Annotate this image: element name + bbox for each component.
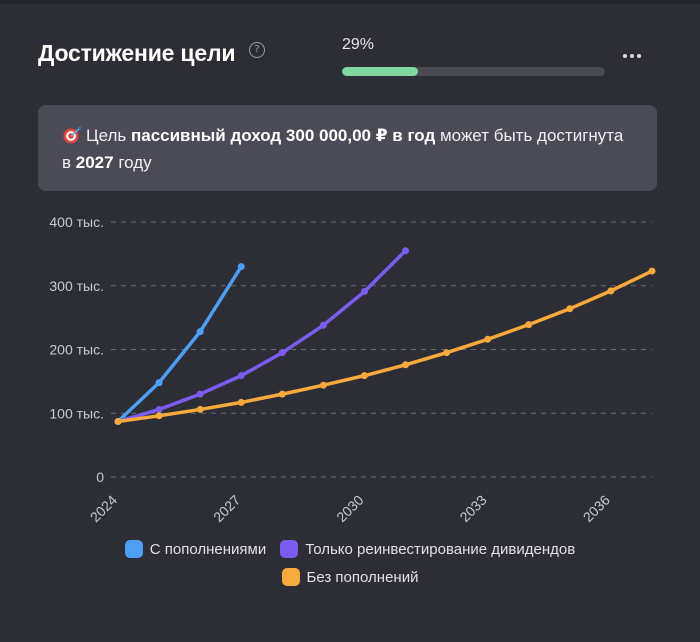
- y-tick-label: 100 тыс.: [49, 405, 104, 421]
- progress-bar-fill: [342, 67, 419, 76]
- x-tick-label: 2036: [580, 492, 613, 525]
- legend-swatch: [124, 540, 143, 558]
- series-point: [237, 372, 245, 380]
- y-tick-label: 300 тыс.: [49, 278, 104, 294]
- target-dart-icon: [62, 125, 82, 144]
- legend-label: С пополнениями: [149, 540, 267, 558]
- series-point: [607, 287, 615, 295]
- progress-bar: [342, 67, 605, 76]
- series-point: [114, 418, 122, 426]
- x-tick-label: 2030: [333, 492, 366, 525]
- banner-text-3: году: [113, 153, 152, 172]
- series-point: [648, 267, 656, 275]
- series-point: [319, 321, 327, 329]
- series-point: [566, 305, 574, 313]
- more-options-button[interactable]: [616, 46, 648, 66]
- more-horizontal-icon: [623, 54, 627, 58]
- series-point: [484, 335, 492, 343]
- progress-percent-label: 29%: [342, 36, 375, 53]
- legend-item[interactable]: Без пополнений: [281, 568, 419, 586]
- y-tick-label: 400 тыс.: [49, 214, 104, 230]
- series-point: [360, 287, 368, 295]
- series-point: [196, 405, 204, 413]
- y-tick-label: 200 тыс.: [49, 342, 104, 358]
- legend-swatch: [281, 568, 300, 586]
- x-tick-label: 2033: [456, 492, 489, 525]
- series-point: [402, 361, 410, 369]
- series-point: [155, 379, 163, 387]
- banner-text-1: Цель: [86, 126, 131, 145]
- series-point: [196, 328, 204, 336]
- legend-row: Без пополнений: [0, 568, 700, 586]
- goal-forecast-banner: Цель пассивный доход 300 000,00 ₽ в год …: [38, 105, 657, 191]
- series-point: [278, 349, 286, 357]
- series-point: [402, 247, 410, 255]
- series-point: [237, 263, 245, 271]
- chart-legend: С пополнениями Только реинвестирование ди…: [0, 540, 700, 596]
- series-line: [116, 248, 408, 424]
- legend-item[interactable]: Только реинвестирование дивидендов: [280, 540, 575, 558]
- card-title: Достижение цели: [38, 40, 236, 66]
- series-point: [196, 390, 204, 398]
- series-line: [116, 269, 654, 424]
- banner-text-2: может быть достигнута в: [62, 126, 624, 172]
- x-tick-label: 2024: [87, 492, 120, 525]
- series-point: [525, 321, 533, 329]
- banner-goal-name: пассивный доход 300 000,00 ₽ в год: [130, 126, 436, 145]
- y-tick-label: 0: [96, 469, 104, 485]
- series-point: [278, 390, 286, 398]
- more-horizontal-icon-dot: [630, 54, 634, 58]
- series-point: [155, 405, 163, 413]
- question-circle-icon[interactable]: ?: [249, 42, 265, 58]
- goal-projection-chart: 0 100 тыс. 200 тыс. 300 тыс. 400 тыс. 2024 202…: [49, 214, 656, 525]
- series-point: [360, 372, 368, 380]
- series-line: [116, 264, 243, 424]
- top-strip: [0, 0, 700, 4]
- legend-row: С пополнениями Только реинвестирование ди…: [0, 540, 700, 558]
- legend-label: Только реинвестирование дивидендов: [305, 540, 576, 558]
- x-tick-label: 2027: [210, 492, 243, 525]
- series-point: [237, 398, 245, 406]
- legend-swatch: [280, 540, 299, 558]
- more-horizontal-icon-dot: [637, 54, 641, 58]
- series-point: [319, 381, 327, 389]
- series-point: [155, 412, 163, 420]
- legend-label: Без пополнений: [306, 568, 419, 586]
- banner-goal-year: 2027: [75, 153, 114, 172]
- legend-item[interactable]: С пополнениями: [124, 540, 267, 558]
- series-point: [443, 349, 451, 357]
